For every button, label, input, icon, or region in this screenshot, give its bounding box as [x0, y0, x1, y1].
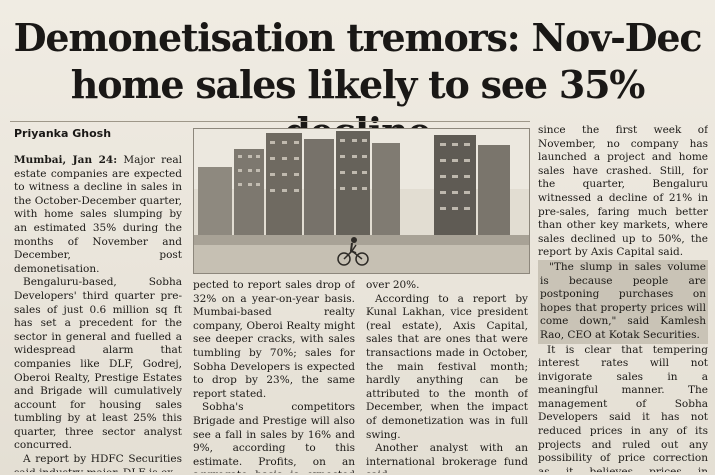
paragraph: Mumbai, Jan 24: Major real estate compan…: [14, 154, 182, 276]
article-column-3: over 20%. According to a report by Kunal…: [366, 279, 528, 473]
article-column-4: since the first week of November, no com…: [538, 124, 708, 472]
paragraph: Another analyst with an international br…: [366, 442, 528, 473]
building-photo-image: [194, 129, 529, 273]
headline-rule: [10, 121, 530, 122]
dateline: Mumbai, Jan 24:: [14, 154, 118, 166]
byline: Priyanka Ghosh: [14, 127, 112, 140]
article-column-1: Mumbai, Jan 24: Major real estate compan…: [14, 154, 182, 472]
paragraph: pected to report sales drop of 32% on a …: [193, 279, 355, 400]
article-photo: [193, 128, 530, 274]
paragraph: It is clear that tempering interest rate…: [538, 343, 708, 473]
headline-line-1: Demonetisation tremors: Nov-Dec: [13, 15, 703, 60]
paragraph: Bengaluru-based, Sobha Developers' third…: [14, 276, 182, 452]
paragraph: since the first week of November, no com…: [538, 124, 708, 259]
paragraph: According to a report by Kunal Lakhan, v…: [366, 292, 528, 441]
paragraph: over 20%.: [366, 279, 420, 291]
pull-quote-paragraph: "The slump in sales volume is because pe…: [538, 259, 708, 344]
paragraph: Sobha's competitors Brigade and Prestige…: [193, 401, 355, 473]
headline: Demonetisation tremors: Nov-Dec home sal…: [0, 14, 715, 155]
paragraph: A report by HDFC Securities said industr…: [14, 453, 182, 472]
paragraph-text: Major real estate companies are expected…: [14, 154, 182, 275]
article-column-2: pected to report sales drop of 32% on a …: [193, 279, 355, 473]
